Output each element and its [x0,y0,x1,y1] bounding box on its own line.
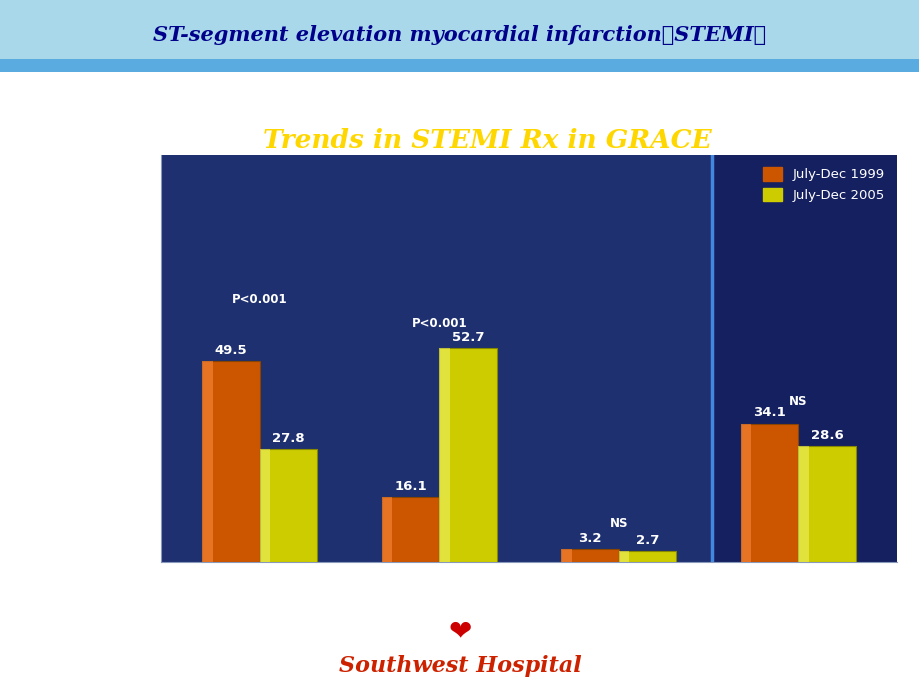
Bar [259,449,270,562]
Bar [618,551,629,562]
Text: 27.8: 27.8 [272,432,304,445]
Text: NS: NS [789,395,807,408]
Text: ST-segment elevation myocardial infarction（STEMI）: ST-segment elevation myocardial infarcti… [153,25,766,45]
Bar [259,449,317,562]
Text: ❤: ❤ [448,617,471,645]
Text: P<0.001: P<0.001 [411,317,467,331]
Bar [381,497,438,562]
Text: Southwest Hospital: Southwest Hospital [338,656,581,677]
Y-axis label: %: % [91,341,108,359]
Bar [0,59,919,72]
Text: 2.7: 2.7 [635,534,658,547]
Bar [202,361,212,562]
Bar [618,551,675,562]
Bar [561,549,618,562]
Text: 52.7: 52.7 [451,331,483,344]
Bar [798,446,855,562]
Bar [561,549,571,562]
Text: 28.6: 28.6 [810,429,843,442]
Text: 49.5: 49.5 [214,344,247,357]
Bar [202,361,259,562]
Text: 34.1: 34.1 [753,406,785,420]
Legend: July-Dec 1999, July-Dec 2005: July-Dec 1999, July-Dec 2005 [756,162,890,208]
Bar [740,424,750,562]
FancyBboxPatch shape [711,151,919,566]
Text: Trends in STEMI Rx in GRACE: Trends in STEMI Rx in GRACE [263,128,711,153]
Bar [740,424,798,562]
Text: 44,372 ACS Patients, 113 Hospitals, 14 Countries: 44,372 ACS Patients, 113 Hospitals, 14 C… [290,180,684,195]
Bar [381,497,391,562]
Text: Fox:  JAMA 297:1892, 2007: Fox: JAMA 297:1892, 2007 [85,558,245,571]
Text: 3.2: 3.2 [578,532,601,545]
Bar [438,348,449,562]
Bar [438,348,496,562]
Text: NS: NS [609,517,628,530]
Text: 16.1: 16.1 [393,480,426,493]
Text: P<0.001: P<0.001 [232,293,288,306]
Bar [798,446,808,562]
